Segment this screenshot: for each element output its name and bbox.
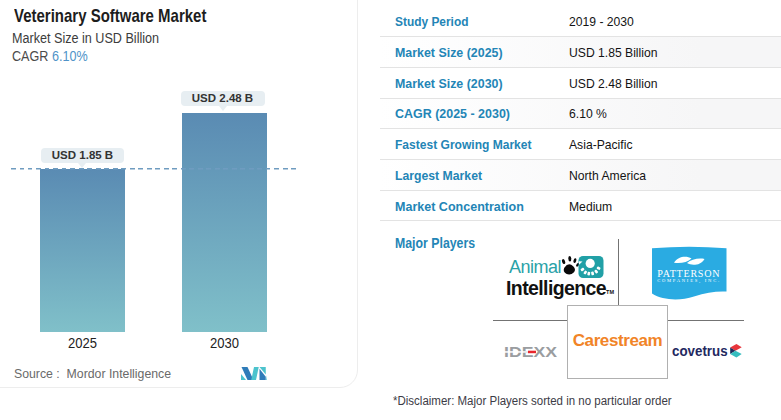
svg-text:PATTERSON: PATTERSON [657,267,720,278]
